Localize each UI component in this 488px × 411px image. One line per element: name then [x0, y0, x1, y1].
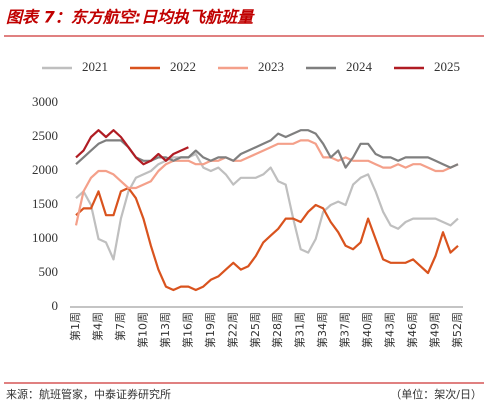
y-tick-label: 500 [39, 264, 59, 279]
chart-title: 图表 7：东方航空:日均执飞航班量 [6, 8, 255, 27]
series-line [75, 129, 189, 166]
x-tick-label: 第49周 [428, 312, 442, 348]
y-tick-label: 3000 [32, 94, 58, 109]
x-tick-label: 第7周 [113, 312, 127, 341]
series-line [74, 139, 459, 226]
legend-label: 2022 [170, 59, 196, 74]
y-tick-label: 0 [52, 298, 59, 313]
legend-label: 2023 [258, 59, 284, 74]
x-tick-label: 第1周 [68, 312, 82, 341]
series-line [75, 152, 459, 261]
x-tick-label: 第34周 [315, 312, 329, 348]
x-tick-label: 第10周 [135, 312, 149, 348]
series-line [75, 129, 459, 169]
x-tick-label: 第13周 [158, 312, 172, 348]
y-tick-label: 1500 [32, 196, 58, 211]
y-tick-label: 2500 [32, 128, 58, 143]
x-tick-label: 第52周 [450, 312, 464, 348]
unit: （单位：架次/日） [390, 387, 482, 401]
x-tick-label: 第16周 [180, 312, 194, 348]
x-tick-label: 第40周 [360, 312, 374, 348]
source: 来源：航班管家，中泰证券研究所 [6, 387, 171, 401]
series-line [75, 186, 459, 292]
x-tick-label: 第28周 [270, 312, 284, 348]
x-tick-label: 第46周 [405, 312, 419, 348]
x-tick-label: 第37周 [338, 312, 352, 348]
x-tick-label: 第25周 [248, 312, 262, 348]
x-tick-label: 第22周 [225, 312, 239, 348]
y-tick-label: 1000 [32, 230, 58, 245]
x-tick-label: 第31周 [293, 312, 307, 348]
x-tick-label: 第4周 [90, 312, 104, 341]
x-tick-label: 第19周 [203, 312, 217, 348]
legend-label: 2025 [434, 59, 460, 74]
y-tick-label: 2000 [32, 162, 58, 177]
legend-label: 2024 [346, 59, 373, 74]
x-tick-label: 第43周 [383, 312, 397, 348]
legend-label: 2021 [82, 59, 108, 74]
